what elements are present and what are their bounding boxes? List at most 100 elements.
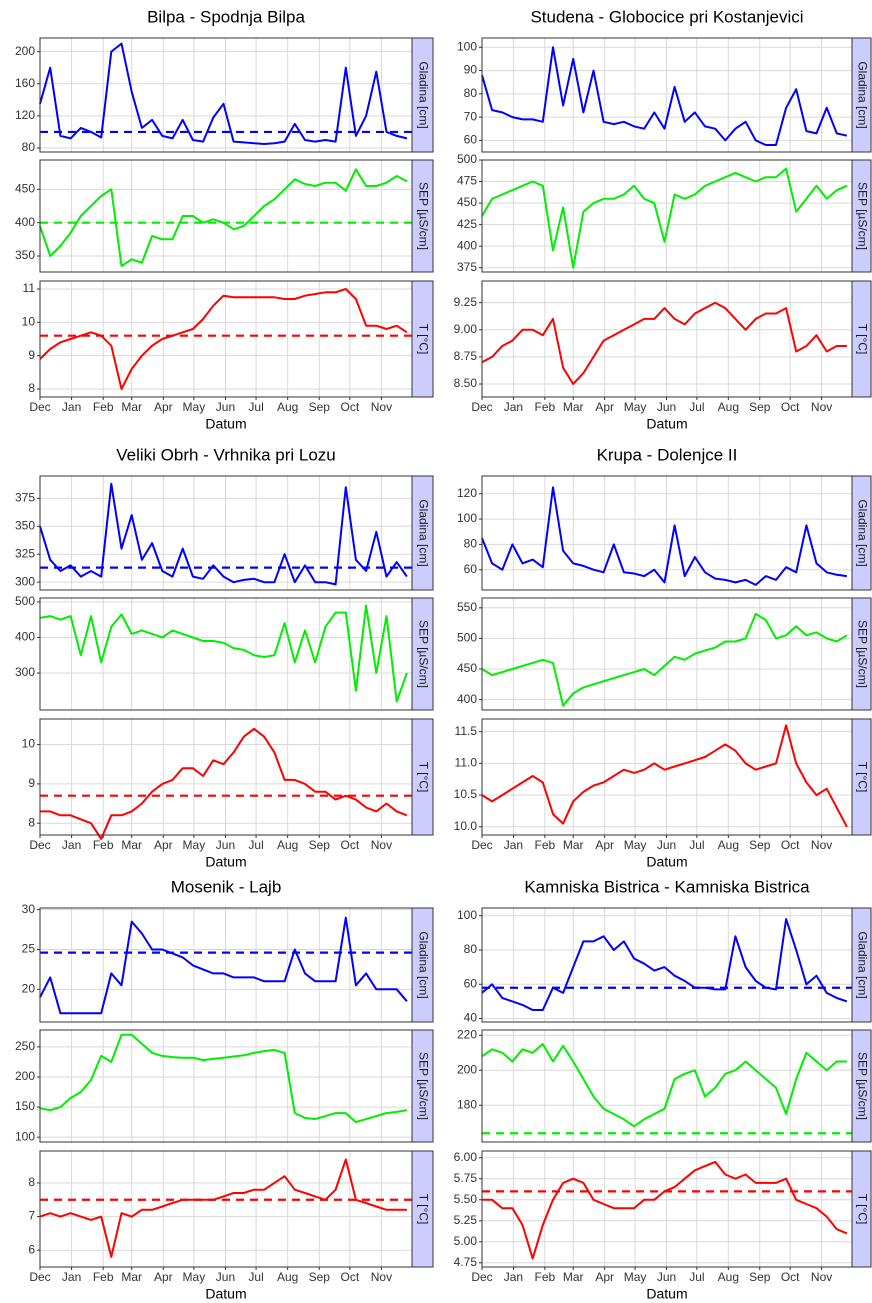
- x-tick-label: Nov: [371, 400, 392, 414]
- x-tick-label: Oct: [340, 838, 359, 852]
- strip-label: SEP [µS/cm]: [855, 182, 869, 250]
- y-tick-label: 200: [15, 44, 35, 58]
- x-tick-label: Sep: [749, 1270, 771, 1284]
- y-tick-label: 8.75: [454, 349, 478, 363]
- strip: [411, 907, 434, 1023]
- panel: 20 25 30 Gladina [cm]: [22, 902, 434, 1023]
- y-tick-label: 7: [28, 1209, 35, 1223]
- panel: 350 400 450 SEP [µS/cm]: [15, 159, 434, 273]
- y-tick-label: 9: [28, 776, 35, 790]
- x-tick-label: Apr: [154, 838, 173, 852]
- x-tick-label: Jul: [689, 838, 704, 852]
- series-line: [40, 727, 408, 840]
- panel: 6 7 8 T [°C]: [28, 1150, 434, 1268]
- x-tick-label: Mar: [563, 838, 584, 852]
- x-tick-label: Dec: [29, 1270, 50, 1284]
- strip-label: T [°C]: [416, 762, 430, 793]
- y-tick-label: 350: [15, 248, 35, 262]
- strip: [411, 280, 434, 398]
- y-tick-label: 5.00: [454, 1234, 478, 1248]
- x-tick-label: Jun: [216, 1270, 235, 1284]
- x-tick-label: Jul: [689, 1270, 704, 1284]
- strip-label: Gladina [cm]: [416, 931, 430, 998]
- strip-label: T [°C]: [855, 1194, 869, 1225]
- x-tick-label: Nov: [371, 1270, 392, 1284]
- panel-background: [482, 160, 852, 272]
- x-axis-label: Datum: [205, 416, 246, 432]
- strip-label: SEP [µS/cm]: [855, 1052, 869, 1120]
- y-tick-label: 300: [15, 574, 35, 588]
- x-tick-label: Jan: [62, 838, 81, 852]
- y-tick-label: 8: [28, 815, 35, 829]
- y-tick-label: 4.75: [454, 1255, 478, 1269]
- y-tick-label: 500: [457, 152, 477, 166]
- x-tick-label: Sep: [309, 400, 331, 414]
- y-tick-label: 10: [22, 737, 36, 751]
- x-tick-label: May: [624, 400, 647, 414]
- y-tick-label: 60: [464, 562, 478, 576]
- x-tick-label: Feb: [535, 400, 556, 414]
- x-axis-label: Datum: [205, 1286, 246, 1302]
- x-tick-label: Sep: [749, 400, 771, 414]
- x-tick-label: May: [183, 1270, 206, 1284]
- strip-label: Gladina [cm]: [416, 61, 430, 128]
- y-tick-label: 160: [15, 76, 35, 90]
- x-tick-label: Mar: [563, 1270, 584, 1284]
- y-tick-label: 250: [15, 1039, 35, 1053]
- series-line: [481, 167, 848, 269]
- series-line: [481, 46, 848, 146]
- panel: 4.75 5.00 5.25 5.50 5.75 6.00 T [°C]: [454, 1150, 872, 1269]
- y-tick-label: 60: [464, 133, 478, 147]
- y-tick-label: 10.5: [454, 787, 478, 801]
- x-tick-label: Aug: [277, 400, 298, 414]
- series-line: [39, 42, 408, 145]
- panel: 80 120 160 200 Gladina [cm]: [15, 37, 434, 154]
- x-tick-label: May: [183, 838, 206, 852]
- y-tick-label: 100: [457, 511, 477, 525]
- strip: [411, 597, 434, 711]
- x-tick-label: Apr: [595, 400, 614, 414]
- y-tick-label: 120: [15, 108, 35, 122]
- strip: [851, 1029, 872, 1143]
- y-tick-label: 500: [457, 631, 477, 645]
- x-tick-label: Sep: [309, 838, 331, 852]
- x-tick-label: May: [624, 1270, 647, 1284]
- x-tick-label: Feb: [93, 838, 114, 852]
- x-axis-label: Datum: [205, 854, 246, 870]
- panel-background: [482, 908, 852, 1022]
- y-tick-label: 80: [464, 942, 478, 956]
- strip-label: T [°C]: [855, 762, 869, 793]
- panel: 60 70 80 90 100 Gladina [cm]: [457, 37, 872, 153]
- panel-background: [482, 598, 852, 710]
- x-tick-label: May: [183, 400, 206, 414]
- panel: 375 400 425 450 475 500 SEP [µS/cm]: [457, 152, 872, 274]
- panel-background: [482, 1151, 852, 1267]
- x-tick-label: Apr: [154, 1270, 173, 1284]
- x-tick-label: Oct: [781, 838, 800, 852]
- strip: [411, 1029, 434, 1143]
- x-tick-label: Jan: [504, 838, 523, 852]
- panel: 100 150 200 250 SEP [µS/cm]: [15, 1029, 434, 1143]
- y-tick-label: 70: [464, 109, 478, 123]
- x-tick-label: Aug: [718, 400, 739, 414]
- series-line: [481, 301, 847, 385]
- y-tick-label: 10: [22, 315, 36, 329]
- panel-background: [40, 1151, 412, 1267]
- x-tick-label: Oct: [340, 1270, 359, 1284]
- x-tick-label: Feb: [535, 838, 556, 852]
- y-tick-label: 90: [464, 63, 478, 77]
- x-tick-label: May: [624, 838, 647, 852]
- strip-label: SEP [µS/cm]: [416, 1052, 430, 1120]
- chart-title: Bilpa - Spodnja Bilpa: [147, 7, 305, 26]
- x-tick-label: Apr: [154, 400, 173, 414]
- y-tick-label: 8: [28, 381, 35, 395]
- x-tick-label: Feb: [535, 1270, 556, 1284]
- x-tick-label: Aug: [718, 838, 739, 852]
- panel-background: [40, 160, 412, 272]
- y-tick-label: 400: [457, 238, 477, 252]
- y-tick-label: 450: [457, 195, 477, 209]
- x-tick-label: Oct: [781, 1270, 800, 1284]
- chart-title: Veliki Obrh - Vrhnika pri Lozu: [116, 445, 336, 464]
- panel-background: [482, 38, 852, 152]
